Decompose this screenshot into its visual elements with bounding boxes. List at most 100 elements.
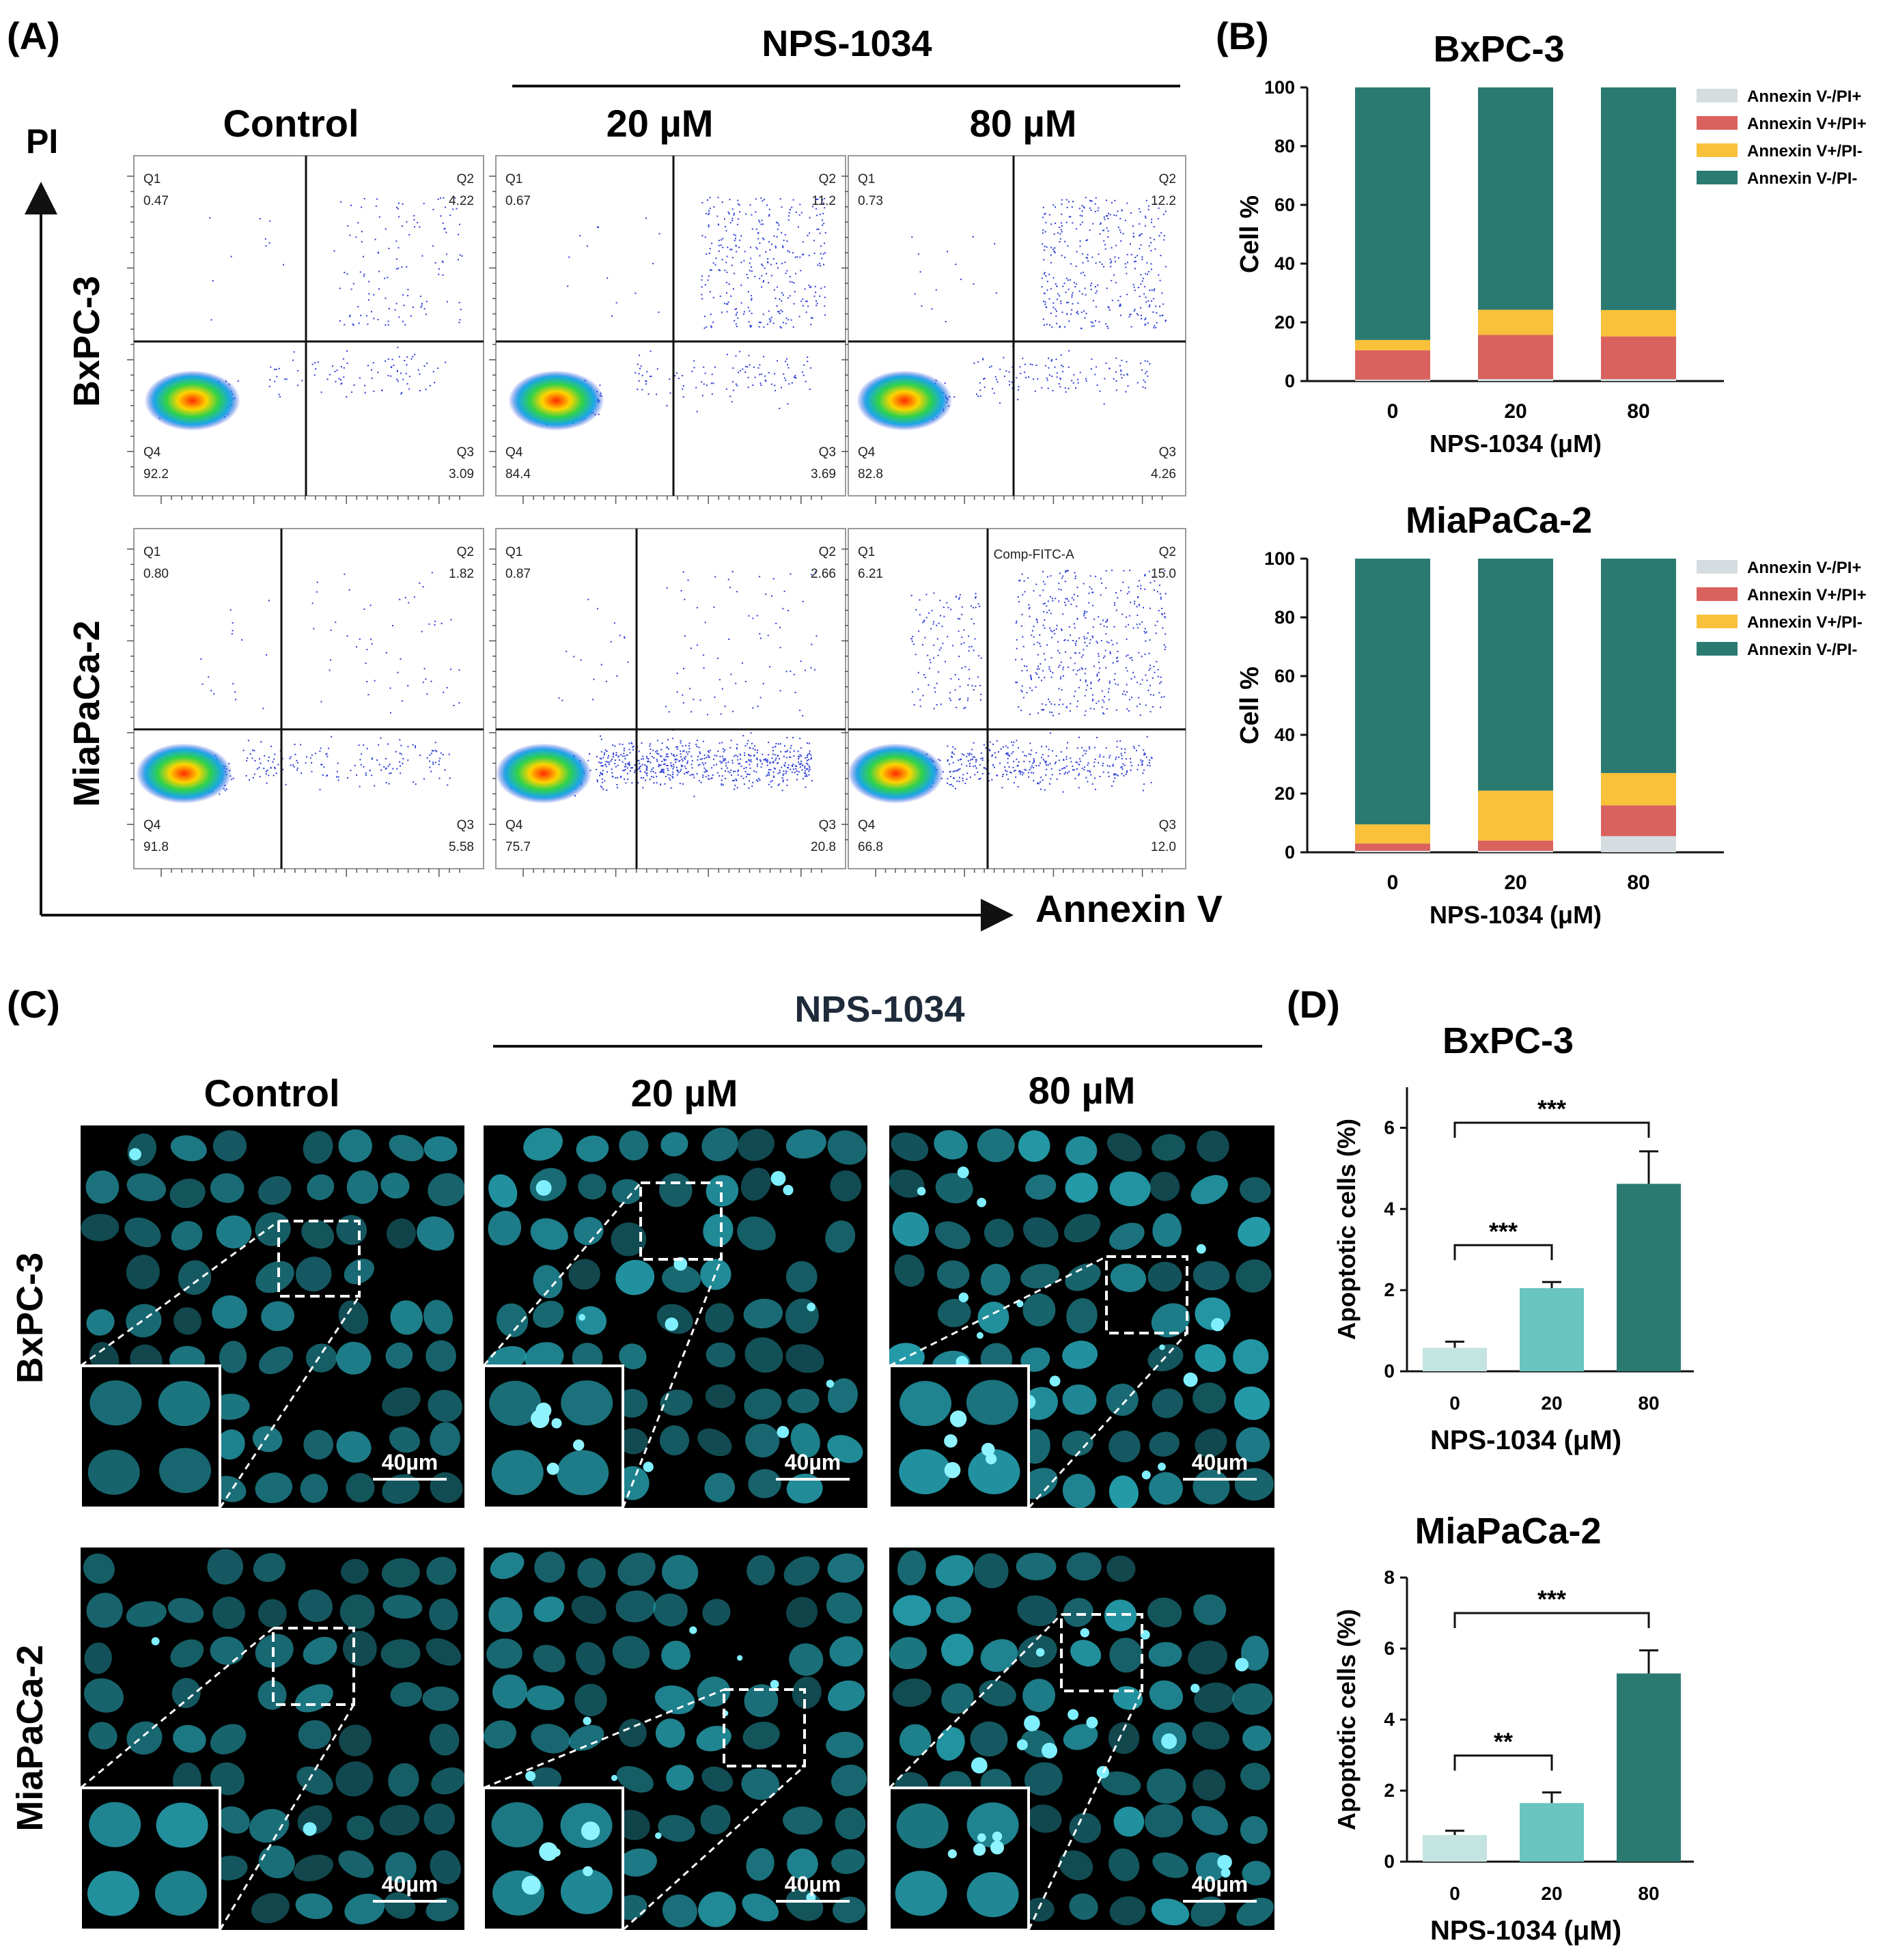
nucleus	[1062, 1384, 1097, 1415]
nucleus	[533, 1596, 565, 1623]
nucleus	[1236, 1427, 1270, 1462]
flow-plot-miapaca2-control: Q1 0.80 Q2 1.82 Q4 91.8 Q3 5.58	[127, 528, 484, 877]
nucleus	[1062, 1341, 1098, 1369]
bar-segment	[1601, 805, 1676, 837]
q1-label: Q1	[143, 545, 161, 559]
density-hotspot	[508, 370, 604, 431]
apoptotic-body	[1183, 1372, 1198, 1387]
apoptotic-body	[525, 1771, 536, 1782]
inset-nucleus	[966, 1380, 1018, 1425]
nucleus	[746, 1848, 775, 1881]
nucleus	[338, 1300, 369, 1334]
nucleus	[1017, 1595, 1057, 1627]
density-hotspot	[136, 743, 232, 804]
q1-label: Q1	[858, 172, 875, 186]
nucleus	[619, 1343, 647, 1370]
nucleus	[428, 1390, 462, 1423]
bar-segment	[1478, 378, 1553, 381]
apoptotic-body	[777, 1426, 790, 1438]
annexin-axis-label: Annexin V	[1035, 887, 1223, 930]
nucleus	[339, 1724, 372, 1756]
nucleus	[336, 1341, 372, 1375]
inset-apoptotic-body	[977, 1833, 986, 1843]
nucleus	[742, 1893, 779, 1922]
nucleus	[1066, 1552, 1102, 1581]
y-axis-label: Cell %	[1236, 667, 1264, 744]
nucleus	[828, 1378, 858, 1413]
inset-nucleus	[156, 1802, 208, 1848]
apoptotic-body	[770, 1679, 779, 1689]
nucleus	[659, 1425, 690, 1456]
x-tick-label: 20	[1504, 871, 1526, 894]
nucleus	[744, 1388, 782, 1420]
q2-value: 4.22	[449, 194, 474, 208]
x-axis-label: NPS-1034 (μM)	[1430, 1425, 1621, 1455]
inset-nucleus	[491, 1450, 544, 1496]
apoptotic-body	[958, 1292, 969, 1303]
nucleus	[530, 1218, 568, 1250]
nucleus	[173, 1307, 201, 1335]
nucleus	[703, 1214, 734, 1247]
apoptotic-body	[1235, 1657, 1249, 1672]
y-tick-label: 60	[1274, 666, 1295, 686]
apoptotic-body	[737, 1655, 743, 1661]
panel-a-row-bxpc3: BxPC-3	[66, 276, 107, 407]
bar-segment	[1355, 379, 1430, 381]
q1-value: 6.21	[858, 567, 883, 581]
nucleus	[86, 1593, 123, 1628]
inset-nucleus	[159, 1448, 211, 1494]
nucleus	[893, 1595, 932, 1626]
q3-label: Q3	[1159, 445, 1176, 460]
flow-plot-frame	[133, 155, 484, 496]
inset-nucleus	[155, 1871, 207, 1916]
nucleus	[1147, 1261, 1182, 1292]
nucleus	[1024, 1762, 1063, 1796]
inset-content	[489, 1380, 613, 1496]
inset-apoptotic-body	[949, 1410, 967, 1427]
nucleus	[344, 1259, 374, 1285]
nucleus	[1063, 1724, 1098, 1750]
legend-label: Annexin V-/PI+	[1747, 559, 1861, 577]
nucleus	[384, 1892, 416, 1919]
flow-plot-frame	[495, 155, 846, 496]
inset-nucleus	[557, 1450, 609, 1496]
legend-label: Annexin V-/PI-	[1747, 169, 1857, 188]
flow-plot-bxpc3-80uM: Q1 0.73 Q2 12.2 Q4 82.8 Q3 4.26	[841, 155, 1186, 504]
nucleus	[382, 1387, 421, 1417]
inset-apoptotic-body	[986, 1453, 997, 1465]
nucleus	[388, 1763, 419, 1797]
x-tick-label: 0	[1387, 400, 1399, 423]
nucleus	[790, 1423, 820, 1458]
nucleus	[422, 1686, 459, 1711]
q1-value: 0.47	[143, 194, 169, 208]
nucleus	[1236, 1259, 1272, 1293]
inset-apoptotic-body	[539, 1842, 558, 1861]
significance-label: **	[1494, 1728, 1513, 1756]
chart-title: MiaPaCa-2	[1414, 1511, 1601, 1552]
chart-title: MiaPaCa-2	[1406, 500, 1592, 541]
nucleus	[390, 1300, 423, 1335]
q1-value: 0.73	[858, 194, 883, 208]
chart-title: BxPC-3	[1442, 1020, 1574, 1061]
nucleus	[666, 1765, 694, 1791]
nucleus	[737, 1128, 775, 1161]
inset-nucleus	[968, 1449, 1020, 1494]
nucleus	[429, 1723, 460, 1756]
apoptotic-body	[303, 1822, 317, 1836]
bar-segment	[1355, 850, 1430, 852]
nucleus	[1239, 1177, 1271, 1203]
y-tick-label: 8	[1384, 1567, 1395, 1588]
flow-events	[866, 570, 1167, 796]
apoptotic-body	[1086, 1716, 1098, 1728]
nucleus	[336, 1431, 372, 1463]
q4-value: 92.2	[143, 467, 169, 481]
inset-nucleus	[966, 1802, 1019, 1848]
nucleus	[296, 1766, 333, 1795]
nucleus	[748, 1469, 781, 1498]
inset-content	[491, 1802, 613, 1916]
nucleus	[303, 1429, 334, 1460]
nucleus	[178, 1260, 212, 1296]
nucleus	[786, 1597, 818, 1628]
q3-label: Q3	[457, 818, 474, 832]
nucleus	[742, 1722, 780, 1750]
